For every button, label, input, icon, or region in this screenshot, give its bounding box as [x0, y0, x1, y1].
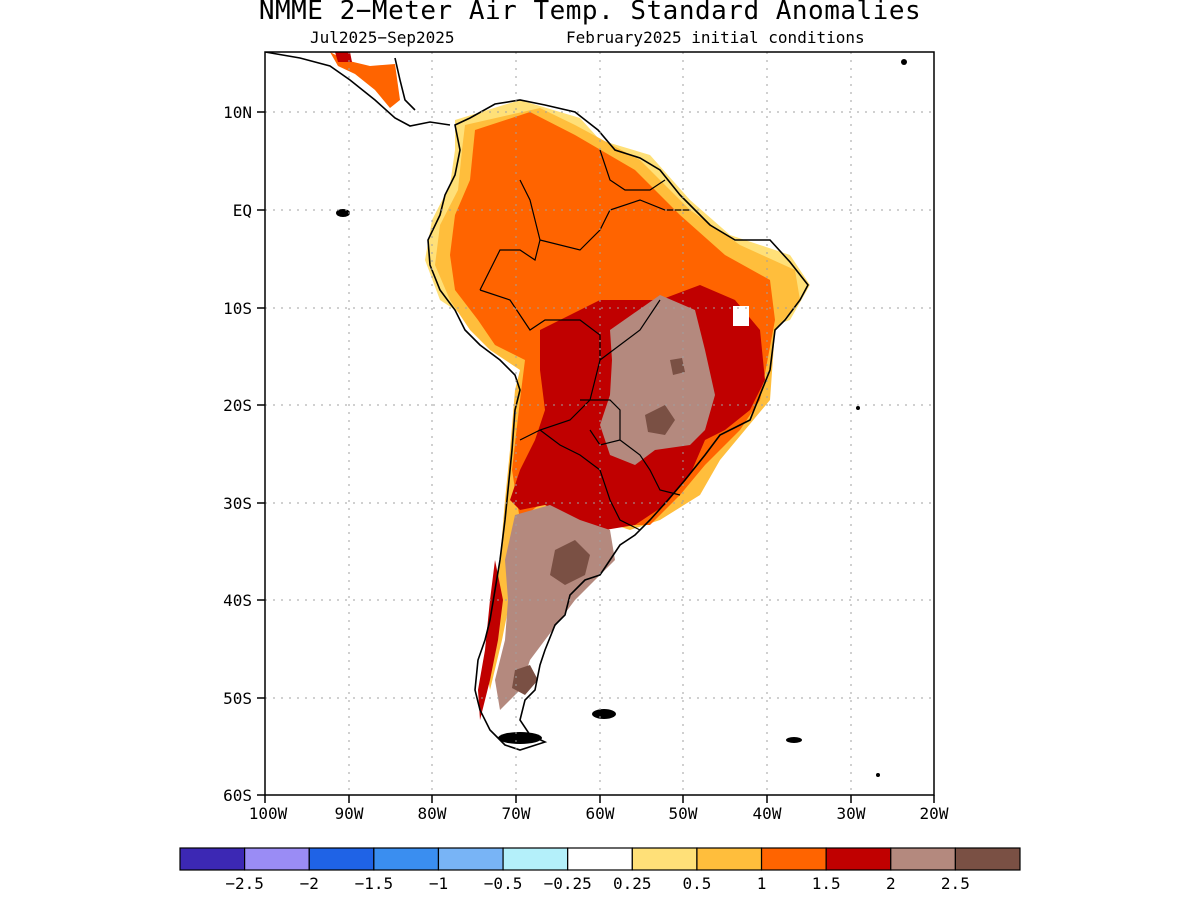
colorbar-swatch [696, 847, 763, 871]
lon-label: 20W [920, 804, 949, 823]
colorbar-swatch [437, 847, 504, 871]
colorbar-label: 1.5 [812, 874, 841, 893]
colorbar-labels: −2.5 −2 −1.5 −1 −0.5 −0.25 0.25 0.5 1 1.5 2 2.5 [225, 874, 969, 893]
anomaly-region-central-america-2 [335, 52, 352, 62]
colorbar-label: −1 [429, 874, 448, 893]
central-america-coast [265, 52, 451, 127]
colorbar-swatch [890, 847, 956, 871]
colorbar-swatch [825, 847, 892, 871]
axis-ticks [257, 111, 935, 803]
south-america-coast [427, 99, 809, 751]
galapagos-island [336, 209, 350, 217]
colorbar-swatch [179, 847, 246, 871]
colorbar-label: −2 [300, 874, 319, 893]
lat-label: 10N [223, 103, 252, 122]
lat-label: 40S [223, 591, 252, 610]
colorbar-label: 2 [886, 874, 896, 893]
south-georgia-island [786, 737, 802, 743]
anomaly-region-2.5-plus [495, 295, 715, 710]
colorbar-label: −0.25 [544, 874, 592, 893]
lon-label: 100W [249, 804, 288, 823]
anomaly-gap [733, 306, 749, 326]
small-island [856, 406, 860, 410]
colorbar-swatch [631, 847, 698, 871]
lon-label: 60W [586, 804, 615, 823]
lon-label: 40W [753, 804, 782, 823]
colorbar-swatch [502, 847, 569, 871]
colorbar-label: 2.5 [941, 874, 970, 893]
lat-label: 10S [223, 299, 252, 318]
islands [336, 59, 907, 777]
small-island [901, 59, 907, 65]
colorbar-swatch [760, 847, 827, 871]
lat-label: 20S [223, 396, 252, 415]
lon-label: 30W [837, 804, 866, 823]
small-island [876, 773, 880, 777]
lat-label: 50S [223, 689, 252, 708]
colorbar-label: 1 [757, 874, 767, 893]
lon-label: 90W [335, 804, 364, 823]
map-title: NMME 2−Meter Air Temp. Standard Anomalie… [258, 0, 922, 26]
colorbar-swatch [244, 847, 310, 871]
lat-label: 60S [223, 786, 252, 805]
colorbar-label: −0.5 [484, 874, 523, 893]
lon-label: 50W [669, 804, 698, 823]
colorbar-label: −1.5 [355, 874, 394, 893]
falkland-islands [592, 709, 616, 719]
lat-label: 30S [223, 494, 252, 513]
colorbar-label: 0.25 [613, 874, 652, 893]
colorbar-swatch [567, 847, 633, 871]
central-america-coast-2 [394, 57, 416, 111]
lat-label: EQ [233, 201, 252, 220]
anomaly-region-central-america [330, 52, 400, 108]
colorbar-swatch [308, 847, 375, 871]
colorbar-swatch [954, 847, 1021, 871]
lon-label: 80W [418, 804, 447, 823]
colorbar-label: −2.5 [225, 874, 264, 893]
longitude-labels: 100W 90W 80W 70W 60W 50W 40W 30W 20W [249, 804, 949, 823]
colorbar-label: 0.5 [682, 874, 711, 893]
tierra-del-fuego [498, 732, 542, 744]
anomaly-field [330, 52, 810, 720]
latitude-labels: 10N EQ 10S 20S 30S 40S 50S 60S [223, 103, 252, 805]
colorbar [179, 847, 1021, 871]
colorbar-swatch [373, 847, 440, 871]
lon-label: 70W [502, 804, 531, 823]
subtitle-init: February2025 initial conditions [566, 28, 865, 47]
subtitle-season: Jul2025−Sep2025 [310, 28, 455, 47]
